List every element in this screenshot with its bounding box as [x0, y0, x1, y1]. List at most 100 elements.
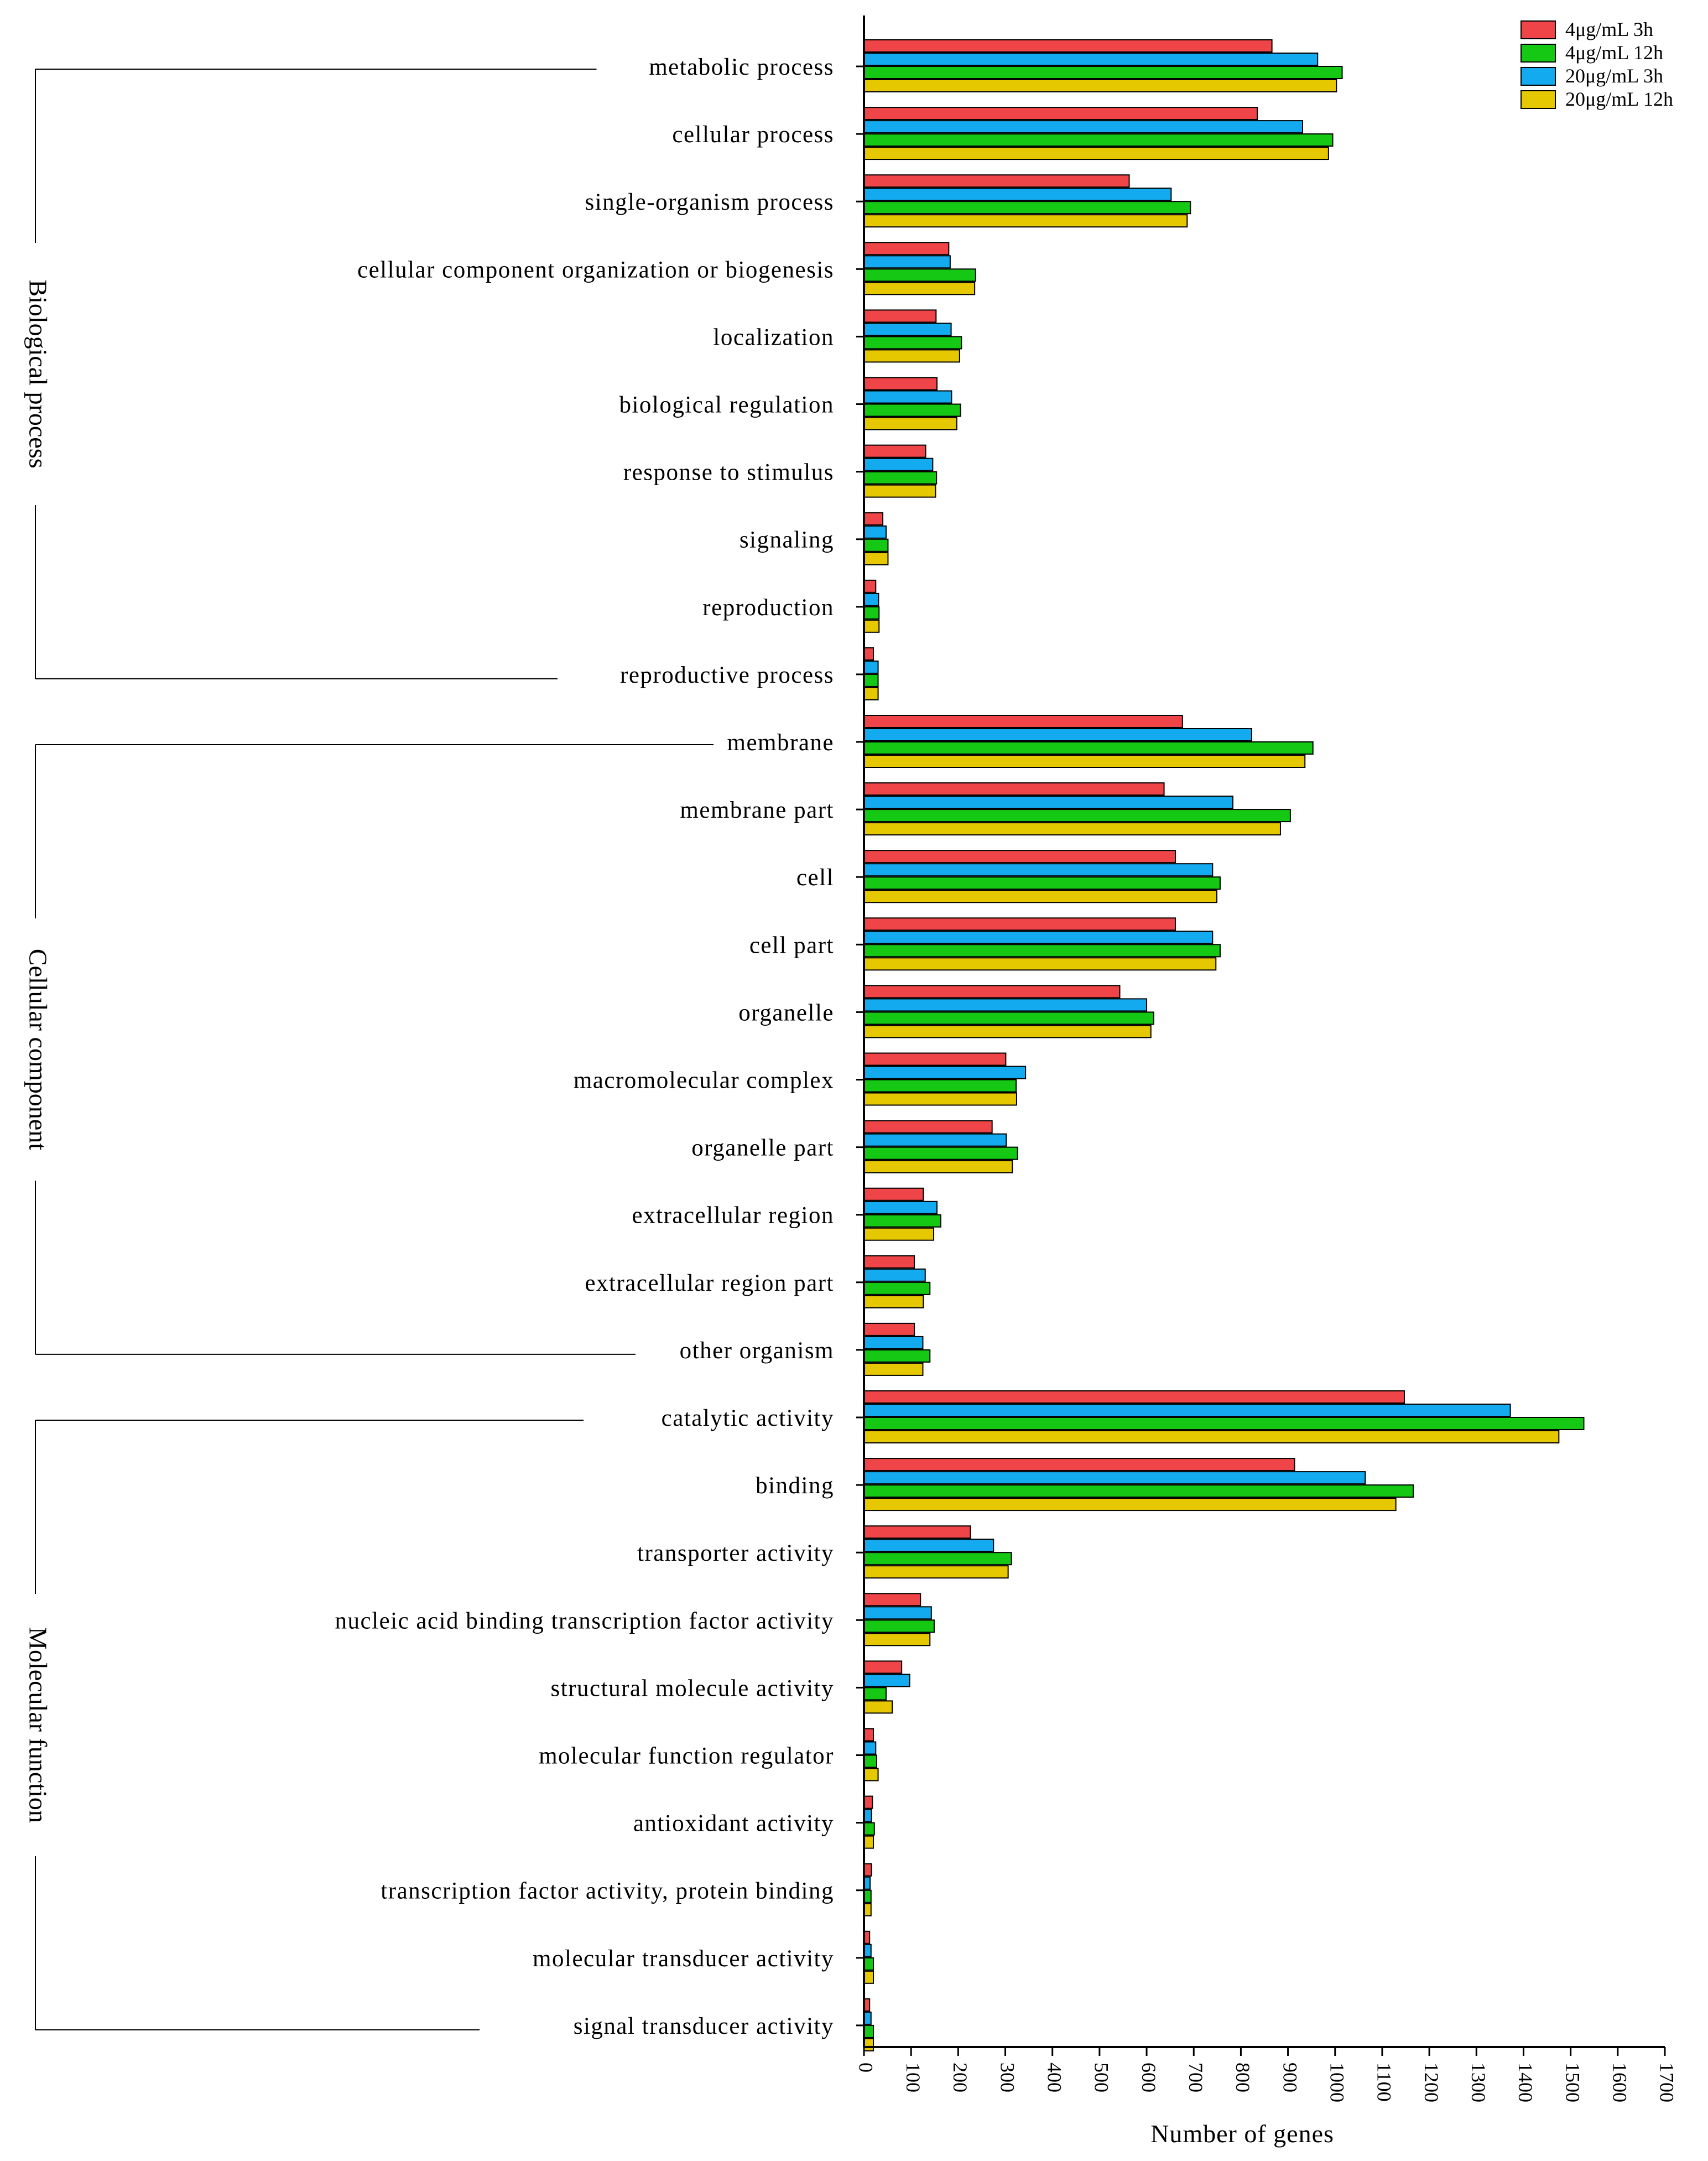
- bar: [863, 1700, 893, 1714]
- bar: [863, 890, 1217, 903]
- bar: [863, 1092, 1017, 1106]
- legend-swatch: [1520, 90, 1556, 109]
- x-tick-label: 400: [1043, 2063, 1065, 2092]
- category-label: organelle part: [691, 1135, 834, 1161]
- bar: [863, 1295, 924, 1308]
- bar: [863, 1214, 941, 1228]
- bar: [863, 1795, 873, 1809]
- category-label: cellular component organization or bioge…: [357, 257, 834, 283]
- bar: [863, 1863, 872, 1877]
- x-axis-title: Number of genes: [1150, 2120, 1334, 2148]
- bar: [863, 850, 1176, 864]
- bar: [863, 1133, 1007, 1147]
- legend-label: 4μg/mL 3h: [1565, 18, 1653, 40]
- bar: [863, 998, 1148, 1012]
- group-brackets: Biological process Cellular component Mole…: [24, 69, 714, 2030]
- x-tick-label: 0: [855, 2063, 877, 2072]
- category-label: cellular process: [672, 122, 834, 148]
- bar: [863, 1660, 903, 1674]
- bar: [863, 1552, 1012, 1566]
- bar: [863, 1160, 1013, 1173]
- bar: [863, 255, 951, 269]
- bar: [863, 268, 976, 282]
- category-label: cell: [796, 865, 834, 891]
- bar: [863, 1201, 938, 1214]
- bar: [863, 579, 877, 593]
- bar: [863, 282, 976, 295]
- bar: [863, 1146, 1018, 1160]
- bar: [863, 822, 1281, 836]
- bar: [863, 512, 884, 526]
- category-label: antioxidant activity: [633, 1811, 834, 1837]
- bar: [863, 1822, 875, 1836]
- bar: [863, 1025, 1152, 1038]
- bar: [863, 593, 879, 606]
- bar: [863, 1187, 924, 1201]
- bar: [863, 1390, 1405, 1404]
- bar: [863, 1322, 915, 1336]
- bar: [863, 1268, 926, 1282]
- bar: [863, 660, 879, 674]
- x-tick-label: 1700: [1656, 2063, 1678, 2102]
- x-tick-label: 100: [902, 2063, 924, 2092]
- bar: [863, 687, 879, 700]
- bar: [863, 377, 938, 391]
- bar: [863, 188, 1172, 201]
- bar: [863, 809, 1291, 823]
- x-tick-label: 1400: [1514, 2063, 1537, 2102]
- bar: [863, 944, 1221, 958]
- bar: [863, 863, 1214, 877]
- category-label: extracellular region: [632, 1203, 834, 1229]
- bar: [863, 1120, 993, 1134]
- bar: [863, 1417, 1585, 1430]
- bar: [863, 1052, 1007, 1066]
- legend-label: 20μg/mL 12h: [1565, 88, 1673, 110]
- bar: [863, 1227, 935, 1241]
- bar: [863, 782, 1165, 796]
- bar: [863, 403, 961, 417]
- bar: [863, 957, 1217, 971]
- bar: [863, 1619, 935, 1633]
- category-label: macromolecular complex: [574, 1068, 834, 1094]
- bar: [863, 917, 1176, 931]
- legend-label: 20μg/mL 3h: [1565, 65, 1663, 87]
- category-label: extracellular region part: [585, 1270, 834, 1296]
- plot-area: metabolic process cellular process single-…: [335, 39, 1585, 2051]
- bar: [863, 728, 1253, 741]
- category-label: catalytic activity: [662, 1405, 834, 1431]
- x-tick-label: 800: [1232, 2063, 1254, 2092]
- group-label: Biological process: [24, 279, 52, 468]
- category-label: reproduction: [702, 595, 834, 621]
- bar: [863, 1079, 1017, 1093]
- x-tick-label: 1300: [1467, 2063, 1490, 2102]
- bar: [863, 538, 889, 552]
- bar: [863, 458, 934, 471]
- bar: [863, 1281, 931, 1295]
- category-label: single-organism process: [585, 189, 835, 215]
- bar: [863, 390, 952, 404]
- category-label: structural molecule activity: [551, 1675, 834, 1701]
- bar: [863, 1336, 924, 1349]
- bar: [863, 1593, 921, 1607]
- bar: [863, 1349, 931, 1363]
- legend-swatch: [1520, 67, 1556, 86]
- bar: [863, 147, 1329, 160]
- category-label: localization: [713, 324, 834, 350]
- bar: [863, 1458, 1295, 1472]
- bar: [863, 741, 1314, 755]
- bar: [863, 444, 926, 458]
- group-label: Molecular function: [24, 1627, 52, 1823]
- bar: [863, 1768, 879, 1781]
- bar: [863, 484, 936, 498]
- bar: [863, 1957, 874, 1971]
- bar: [863, 107, 1258, 121]
- bar: [863, 53, 1319, 66]
- bar: [863, 606, 880, 620]
- bar: [863, 1809, 872, 1822]
- bar: [863, 1633, 931, 1646]
- bar: [863, 2038, 874, 2051]
- category-label: nucleic acid binding transcription facto…: [335, 1608, 834, 1634]
- legend-swatch: [1520, 44, 1556, 63]
- x-tick-label: 700: [1185, 2063, 1207, 2092]
- bar: [863, 471, 938, 485]
